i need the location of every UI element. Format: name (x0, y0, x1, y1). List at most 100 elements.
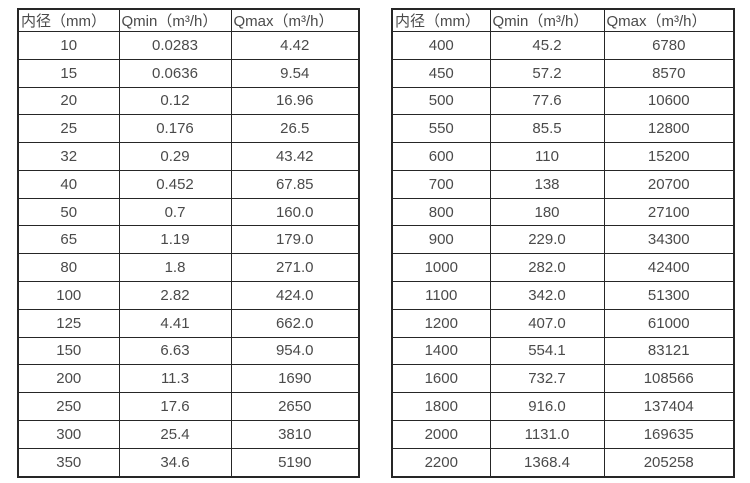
table-row: 32 0.29 43.42 (17, 142, 360, 171)
header-row: 内径（mm） Qmin（m³/h） Qmax（m³/h） (391, 8, 735, 32)
table-row: 25 0.176 26.5 (17, 114, 360, 144)
table-cell: 61000 (603, 308, 735, 338)
table-cell: 271.0 (230, 253, 360, 283)
table-cell: 1.19 (118, 225, 232, 255)
header-row: 内径（mm） Qmin（m³/h） Qmax（m³/h） (17, 8, 360, 32)
table-cell: 205258 (603, 447, 735, 478)
table-cell: 916.0 (489, 392, 605, 421)
table-cell: 20700 (603, 169, 735, 199)
table-cell: 180 (489, 197, 605, 227)
table-cell: 732.7 (489, 364, 605, 394)
table-row: 1100 342.0 51300 (391, 281, 735, 310)
table-cell: 500 (391, 86, 491, 116)
table-cell: 1690 (230, 364, 360, 394)
table-row: 65 1.19 179.0 (17, 225, 360, 255)
table-cell: 1000 (391, 253, 491, 283)
column-header-diameter: 内径（mm） (17, 8, 120, 32)
column-header-qmin: Qmin（m³/h） (118, 8, 232, 32)
table-cell: 65 (17, 225, 120, 255)
table-cell: 954.0 (230, 336, 360, 366)
table-cell: 1400 (391, 336, 491, 366)
table-cell: 27100 (603, 197, 735, 227)
table-cell: 2200 (391, 447, 491, 478)
table-cell: 32 (17, 142, 120, 171)
table-cell: 0.12 (118, 86, 232, 116)
table-cell: 25 (17, 114, 120, 144)
table-cell: 100 (17, 281, 120, 310)
table-cell: 0.29 (118, 142, 232, 171)
table-cell: 16.96 (230, 86, 360, 116)
table-row: 250 17.6 2650 (17, 392, 360, 421)
table-row: 1600 732.7 108566 (391, 364, 735, 394)
table-row: 900 229.0 34300 (391, 225, 735, 255)
table-cell: 1.8 (118, 253, 232, 283)
table-cell: 407.0 (489, 308, 605, 338)
table-cell: 10 (17, 31, 120, 60)
table-cell: 900 (391, 225, 491, 255)
table-row: 450 57.2 8570 (391, 58, 735, 88)
table-cell: 51300 (603, 281, 735, 310)
table-row: 125 4.41 662.0 (17, 308, 360, 338)
table-cell: 0.0283 (118, 31, 232, 60)
table-cell: 550 (391, 114, 491, 144)
table-cell: 137404 (603, 392, 735, 421)
table-cell: 150 (17, 336, 120, 366)
table-cell: 450 (391, 58, 491, 88)
table-cell: 77.6 (489, 86, 605, 116)
table-cell: 67.85 (230, 169, 360, 199)
table-row: 2000 1131.0 169635 (391, 419, 735, 449)
table-cell: 600 (391, 142, 491, 171)
table-cell: 15 (17, 58, 120, 88)
table-row: 20 0.12 16.96 (17, 86, 360, 116)
table-row: 50 0.7 160.0 (17, 197, 360, 227)
table-cell: 11.3 (118, 364, 232, 394)
table-cell: 1200 (391, 308, 491, 338)
table-row: 40 0.452 67.85 (17, 169, 360, 199)
table-row: 400 45.2 6780 (391, 31, 735, 60)
table-cell: 1800 (391, 392, 491, 421)
table-cell: 1600 (391, 364, 491, 394)
table-cell: 26.5 (230, 114, 360, 144)
table-cell: 424.0 (230, 281, 360, 310)
table-cell: 662.0 (230, 308, 360, 338)
table-cell: 50 (17, 197, 120, 227)
table-cell: 160.0 (230, 197, 360, 227)
table-cell: 700 (391, 169, 491, 199)
table-cell: 342.0 (489, 281, 605, 310)
table-cell: 282.0 (489, 253, 605, 283)
table-cell: 400 (391, 31, 491, 60)
table-row: 80 1.8 271.0 (17, 253, 360, 283)
table-row: 700 138 20700 (391, 169, 735, 199)
column-header-diameter: 内径（mm） (391, 8, 491, 32)
table-row: 15 0.0636 9.54 (17, 58, 360, 88)
table-row: 1400 554.1 83121 (391, 336, 735, 366)
table-row: 2200 1368.4 205258 (391, 447, 735, 478)
table-cell: 6.63 (118, 336, 232, 366)
table-cell: 45.2 (489, 31, 605, 60)
spec-table-large-diameter: 内径（mm） Qmin（m³/h） Qmax（m³/h） 400 45.2 6780… (391, 8, 735, 478)
table-cell: 25.4 (118, 419, 232, 449)
table-cell: 85.5 (489, 114, 605, 144)
table-cell: 43.42 (230, 142, 360, 171)
table-cell: 1131.0 (489, 419, 605, 449)
table-cell: 2650 (230, 392, 360, 421)
table-row: 150 6.63 954.0 (17, 336, 360, 366)
table-cell: 300 (17, 419, 120, 449)
table-cell: 2.82 (118, 281, 232, 310)
table-cell: 554.1 (489, 336, 605, 366)
table-cell: 200 (17, 364, 120, 394)
table-row: 1200 407.0 61000 (391, 308, 735, 338)
column-header-qmax: Qmax（m³/h） (603, 8, 735, 32)
table-row: 550 85.5 12800 (391, 114, 735, 144)
column-header-qmin: Qmin（m³/h） (489, 8, 605, 32)
table-cell: 9.54 (230, 58, 360, 88)
table-cell: 138 (489, 169, 605, 199)
table-cell: 10600 (603, 86, 735, 116)
table-cell: 34300 (603, 225, 735, 255)
table-cell: 0.0636 (118, 58, 232, 88)
table-row: 1800 916.0 137404 (391, 392, 735, 421)
table-cell: 42400 (603, 253, 735, 283)
spec-table-small-diameter: 内径（mm） Qmin（m³/h） Qmax（m³/h） 10 0.0283 4.4… (17, 8, 360, 478)
table-cell: 1100 (391, 281, 491, 310)
